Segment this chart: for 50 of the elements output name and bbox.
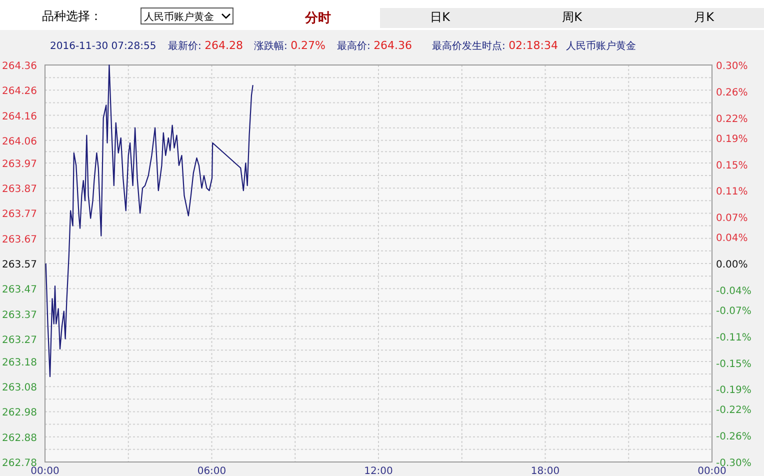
y-tick-label: 262.98 — [2, 408, 37, 419]
text: 品种选择： — [42, 9, 102, 23]
y-tick-label: 263.37 — [2, 310, 37, 321]
y-tick-label: 264.06 — [2, 136, 37, 148]
text: 人民币账户黄金 — [144, 11, 214, 23]
y2-tick-label: 0.19% — [716, 134, 748, 145]
x-tick-label: 00:00 — [698, 466, 726, 476]
y-tick-label: 263.47 — [2, 284, 37, 296]
y-tick-label: 263.87 — [2, 184, 37, 196]
y2-tick-label: -0.07% — [716, 306, 752, 317]
text: 日K — [430, 10, 452, 24]
y2-tick-label: 0.26% — [716, 87, 748, 98]
text: 周K — [562, 10, 584, 24]
y-tick-label: 263.77 — [2, 209, 37, 220]
y-tick-label: 264.16 — [2, 111, 37, 122]
y2-tick-label: 0.15% — [716, 160, 748, 172]
y-tick-label: 264.26 — [2, 86, 37, 98]
y2-tick-label: -0.15% — [716, 358, 752, 370]
y2-tick-label: 0.30% — [716, 61, 748, 72]
y-tick-label: 263.27 — [2, 334, 37, 346]
y2-tick-label: 0.07% — [716, 213, 748, 224]
y-tick-label: 263.18 — [2, 357, 37, 368]
text: 最高价: 264.36 — [337, 39, 412, 52]
y2-tick-label: -0.11% — [716, 332, 752, 344]
x-tick-label: 00:00 — [30, 466, 60, 476]
y2-tick-label: 0.00% — [716, 260, 748, 270]
text: 最高价发生时点: 02:18:34 — [432, 39, 558, 52]
y2-tick-label: -0.26% — [716, 432, 752, 443]
text: 人民币账户黄金 — [566, 40, 636, 52]
y-tick-label: 262.88 — [2, 432, 37, 444]
text: 月K — [694, 10, 716, 24]
x-tick-label: 18:00 — [530, 466, 560, 476]
x-tick-label: 06:00 — [197, 466, 226, 476]
y-tick-label: 263.08 — [2, 382, 37, 394]
text: 最新价: 264.28 — [168, 39, 244, 52]
x-tick-label: 12:00 — [364, 466, 393, 476]
text: 2016-11-30 07:28:55 — [50, 41, 156, 52]
text: 分时 — [304, 11, 331, 26]
y2-tick-label: 0.22% — [716, 114, 748, 125]
y-tick-label: 264.36 — [2, 61, 37, 72]
y-tick-label: 263.67 — [2, 234, 37, 246]
text: 涨跌幅: 0.27% — [254, 39, 326, 52]
y2-tick-label: 0.11% — [716, 186, 748, 198]
y-tick-label: 263.97 — [2, 158, 37, 170]
y2-tick-label: -0.22% — [716, 405, 752, 416]
y2-tick-label: -0.19% — [716, 385, 752, 396]
y-tick-label: 263.57 — [2, 260, 37, 270]
y2-tick-label: 0.04% — [716, 233, 748, 244]
line-series — [45, 64, 254, 378]
y2-tick-label: -0.04% — [716, 286, 752, 297]
